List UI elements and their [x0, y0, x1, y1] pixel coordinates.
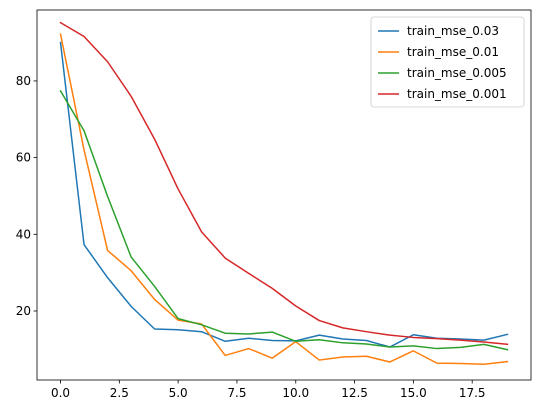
y-axis-ticks: 20 40 60 80	[16, 74, 37, 318]
x-tick-label: 17.5	[459, 386, 486, 400]
x-tick-label: 15.0	[400, 386, 427, 400]
legend-box	[370, 16, 525, 108]
legend: train_mse_0.03 train_mse_0.01 train_mse_0.…	[370, 16, 525, 108]
legend-label: train_mse_0.001	[407, 87, 507, 101]
x-tick-label: 0.0	[51, 386, 70, 400]
y-tick-label: 40	[16, 227, 31, 241]
y-tick-label: 20	[16, 304, 31, 318]
legend-item: train_mse_0.001	[378, 87, 507, 101]
legend-label: train_mse_0.01	[407, 45, 499, 59]
series-line-train-mse-0-005	[59, 89, 509, 351]
plot-frame	[36, 9, 532, 381]
legend-label: train_mse_0.005	[407, 66, 507, 80]
x-tick-label: 2.5	[110, 386, 129, 400]
y-tick-label: 60	[16, 151, 31, 165]
series-line-train-mse-0-001	[59, 21, 509, 346]
x-tick-label: 7.5	[227, 386, 246, 400]
x-tick-label: 10.0	[282, 386, 309, 400]
plot-lines	[59, 21, 509, 366]
y-tick-label: 80	[16, 74, 31, 88]
x-axis-ticks: 0.0 2.5 5.0 7.5 10.0 12.5 15.0 17.5	[51, 380, 486, 400]
x-tick-label: 12.5	[341, 386, 368, 400]
legend-item: train_mse_0.03	[378, 24, 499, 38]
series-line-train-mse-0-01	[59, 33, 509, 366]
x-tick-label: 5.0	[169, 386, 188, 400]
legend-label: train_mse_0.03	[407, 24, 499, 38]
series-line-train-mse-0-03	[59, 41, 509, 348]
legend-item: train_mse_0.005	[378, 66, 507, 80]
legend-item: train_mse_0.01	[378, 45, 499, 59]
